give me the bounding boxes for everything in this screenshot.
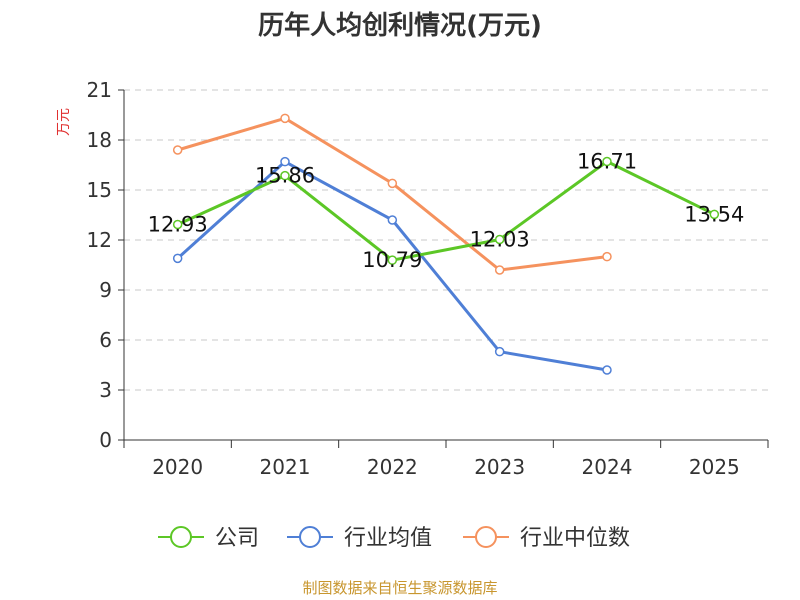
legend: 公司 行业均值 行业中位数	[158, 526, 630, 551]
data-point	[602, 251, 612, 262]
data-label: 13.54	[684, 202, 744, 226]
data-point	[709, 209, 720, 220]
legend-marker	[170, 526, 192, 548]
data-point	[280, 113, 290, 124]
y-tick-label: 18	[87, 128, 112, 152]
x-tick-label: 2021	[260, 455, 311, 479]
y-tick-label: 12	[87, 228, 112, 252]
y-tick-label: 6	[99, 328, 112, 352]
data-label: 15.86	[255, 164, 315, 188]
series-group	[172, 113, 720, 375]
legend-marker	[475, 526, 497, 548]
data-point	[494, 346, 505, 357]
x-tick-label: 2023	[474, 455, 525, 479]
data-point	[602, 156, 612, 167]
y-tick-label: 9	[99, 278, 112, 302]
data-label: 10.79	[362, 248, 422, 272]
data-point	[602, 365, 612, 375]
y-tick-label: 15	[87, 178, 112, 202]
x-tick-label: 2020	[152, 455, 203, 479]
y-tick-label: 3	[99, 378, 112, 402]
x-tick-label: 2024	[582, 455, 633, 479]
data-point	[280, 170, 290, 181]
series-line-0	[177, 160, 715, 262]
x-tick-label: 2025	[689, 455, 740, 479]
data-label: 16.71	[577, 150, 637, 174]
data-point	[172, 219, 183, 230]
axes: 0 3 6 9 12 15 18 21 2020 2021 2022 2023 2024 2025	[87, 78, 769, 479]
legend-label: 行业中位数	[520, 526, 630, 551]
data-point	[172, 253, 183, 264]
y-axis-unit: 万元	[56, 108, 72, 136]
data-point	[280, 156, 290, 167]
data-point	[494, 234, 505, 245]
x-tick-label: 2022	[367, 455, 418, 479]
data-labels: 12.93 15.86 10.79 12.03 16.71 13.54	[148, 150, 745, 273]
data-point	[387, 178, 398, 189]
data-point	[387, 255, 398, 265]
data-point	[494, 265, 505, 275]
y-tick-label: 21	[87, 78, 112, 102]
legend-marker	[299, 526, 321, 548]
source-note: 制图数据来自恒生聚源数据库	[302, 579, 497, 597]
data-label: 12.93	[148, 213, 208, 237]
legend-label: 公司	[215, 526, 259, 551]
grid-lines	[124, 89, 768, 391]
legend-label: 行业均值	[344, 526, 432, 551]
y-tick-label: 0	[99, 428, 112, 452]
data-point	[387, 215, 398, 225]
chart-title: 历年人均创利情况(万元)	[258, 10, 542, 41]
data-label: 12.03	[470, 228, 530, 252]
data-point	[172, 145, 183, 155]
